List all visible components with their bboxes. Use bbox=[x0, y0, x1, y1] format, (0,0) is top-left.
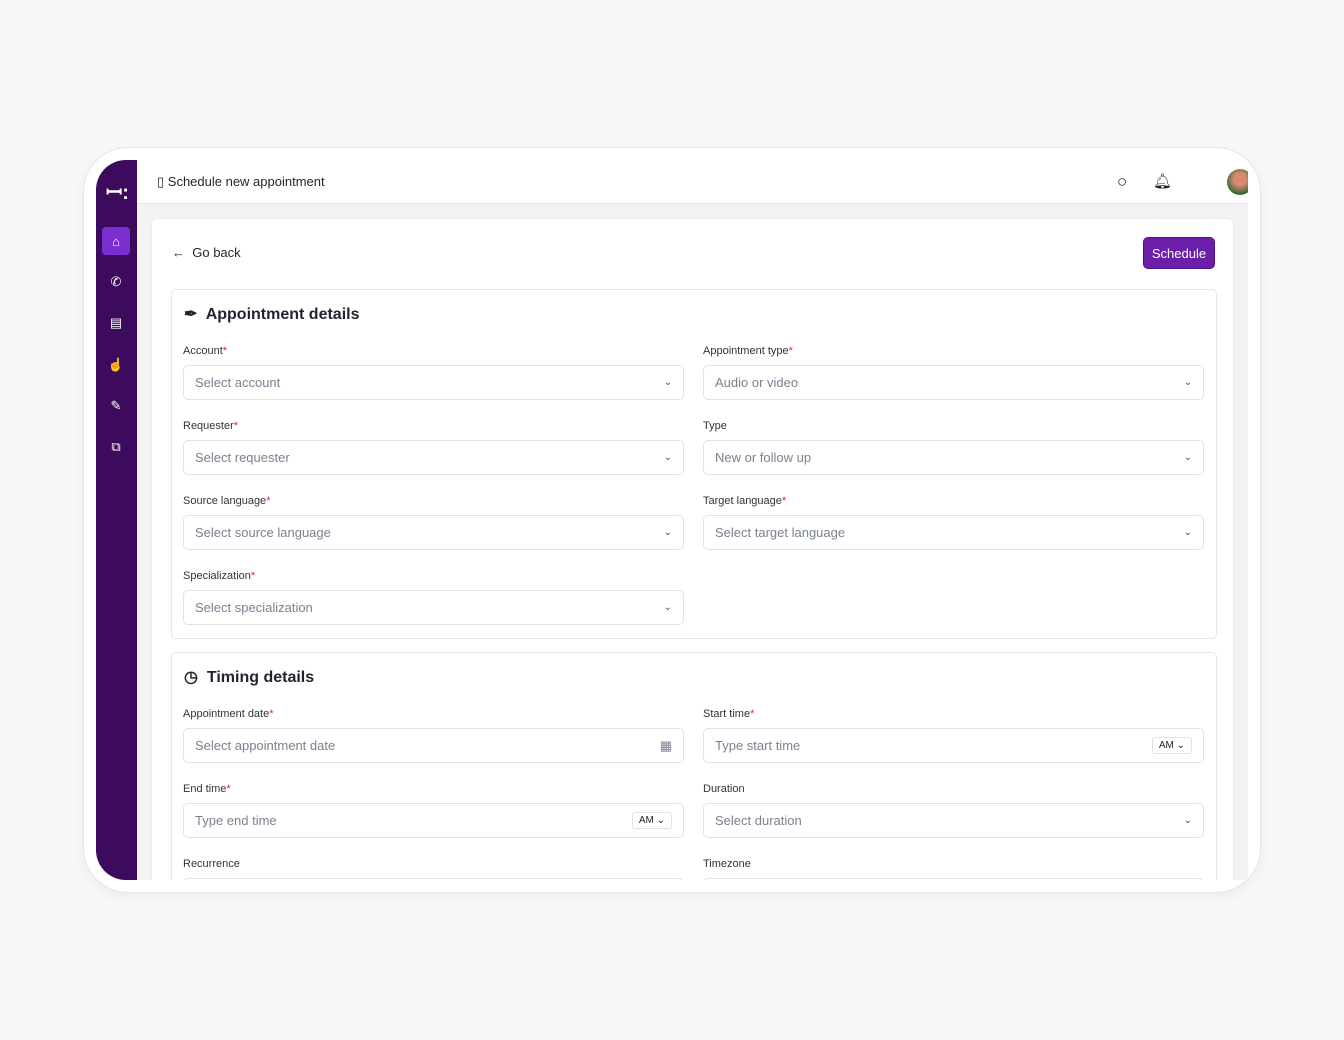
avatar[interactable] bbox=[1227, 169, 1248, 195]
document-icon[interactable]: ▤ bbox=[109, 315, 123, 330]
field-label: Source language* bbox=[183, 495, 271, 507]
field-input[interactable]: Audio or video ⌄ bbox=[703, 365, 1204, 400]
field-label: Duration bbox=[703, 783, 745, 795]
section-title: ◷ Timing details bbox=[184, 669, 315, 686]
field-input[interactable]: Select source language ⌄ bbox=[183, 515, 684, 550]
field-input[interactable]: Select requester ⌄ bbox=[183, 440, 684, 475]
field-input[interactable]: Select target language ⌄ bbox=[703, 515, 1204, 550]
field-label: Start time* bbox=[703, 708, 755, 720]
field-label: Appointment type* bbox=[703, 345, 793, 357]
pen-icon: ✒ bbox=[184, 306, 198, 323]
form-field: Appointment date* Select appointment date… bbox=[183, 708, 684, 763]
field-input[interactable]: Type end time AM ⌄ bbox=[183, 803, 684, 838]
search-icon[interactable]: ○ bbox=[1117, 172, 1128, 191]
chevron-down-icon: ⌄ bbox=[663, 527, 672, 538]
field-label: Requester* bbox=[183, 420, 239, 432]
translate-icon[interactable]: ⧉ bbox=[111, 439, 121, 454]
form-field: Source language* Select source language ⌄ bbox=[183, 495, 684, 550]
field-input[interactable]: New or follow up ⌄ bbox=[703, 440, 1204, 475]
field-label: Timezone bbox=[703, 858, 751, 870]
form-field: Timezone ⌄ bbox=[703, 858, 1204, 880]
form-field: Account* Select account ⌄ bbox=[183, 345, 684, 400]
chevron-down-icon: ⌄ bbox=[663, 452, 672, 463]
bell-icon[interactable]: 🔔︎ bbox=[1153, 173, 1173, 190]
top-bar: ▯ Schedule new appointment ○ 🔔︎ ⌄ bbox=[137, 160, 1248, 204]
field-input[interactable]: Select account ⌄ bbox=[183, 365, 684, 400]
form-field: End time* Type end time AM ⌄ bbox=[183, 783, 684, 838]
form-field: Duration Select duration ⌄ bbox=[703, 783, 1204, 838]
clipboard-edit-icon[interactable]: ✎ bbox=[110, 398, 122, 413]
timing-details-section: ◷ Timing details Appointment date* Select… bbox=[171, 652, 1217, 880]
clock-icon: ◷ bbox=[184, 669, 198, 686]
ampm-select[interactable]: AM ⌄ bbox=[1151, 737, 1192, 754]
schedule-button[interactable]: Schedule bbox=[1143, 237, 1215, 269]
field-label: Specialization* bbox=[183, 570, 256, 582]
hand-user-icon[interactable]: ☝ bbox=[107, 357, 125, 372]
form-field: Target language* Select target language ⌄ bbox=[703, 495, 1204, 550]
chevron-down-icon: ⌄ bbox=[663, 602, 672, 613]
field-label: Appointment date* bbox=[183, 708, 274, 720]
calendar-icon: ▦ bbox=[659, 737, 672, 753]
section-title: ✒ Appointment details bbox=[184, 306, 360, 323]
chevron-down-icon: ⌄ bbox=[663, 377, 672, 388]
chevron-down-icon: ⌄ bbox=[1183, 452, 1192, 463]
field-label: End time* bbox=[183, 783, 231, 795]
field-label: Target language* bbox=[703, 495, 787, 507]
chevron-down-icon: ⌄ bbox=[1183, 377, 1192, 388]
clipboard-icon: ▯ bbox=[157, 174, 165, 189]
form-field: Recurrence ⌄ bbox=[183, 858, 684, 880]
field-input[interactable]: Type start time AM ⌄ bbox=[703, 728, 1204, 763]
app-screen: ꟷ: ⌂ ✆ ▤ ☝ ✎ ⧉ ▯ Schedule new appointmen… bbox=[96, 160, 1248, 880]
field-label: Recurrence bbox=[183, 858, 240, 870]
logo: ꟷ: bbox=[106, 182, 129, 204]
form-field: Type New or follow up ⌄ bbox=[703, 420, 1204, 475]
field-label: Type bbox=[703, 420, 727, 432]
field-input[interactable]: Select appointment date ▦ bbox=[183, 728, 684, 763]
page-title: ▯ Schedule new appointment bbox=[157, 174, 325, 189]
form-field: Start time* Type start time AM ⌄ bbox=[703, 708, 1204, 763]
ampm-select[interactable]: AM ⌄ bbox=[631, 812, 672, 829]
field-input[interactable]: ⌄ bbox=[703, 878, 1204, 880]
field-input[interactable]: ⌄ bbox=[183, 878, 684, 880]
field-input[interactable]: Select specialization ⌄ bbox=[183, 590, 684, 625]
home-icon[interactable]: ⌂ bbox=[102, 227, 130, 255]
field-label: Account* bbox=[183, 345, 228, 357]
chevron-down-icon: ⌄ bbox=[1183, 527, 1192, 538]
form-field: Requester* Select requester ⌄ bbox=[183, 420, 684, 475]
form-card: ← Go back Schedule ✒ Appointment details… bbox=[151, 218, 1234, 880]
appointment-details-section: ✒ Appointment details Account* Select acc… bbox=[171, 289, 1217, 639]
phone-icon[interactable]: ✆ bbox=[110, 274, 122, 289]
field-input[interactable]: Select duration ⌄ bbox=[703, 803, 1204, 838]
chevron-down-icon: ⌄ bbox=[1183, 815, 1192, 826]
go-back-link[interactable]: ← Go back bbox=[172, 245, 241, 260]
sidebar: ꟷ: ⌂ ✆ ▤ ☝ ✎ ⧉ bbox=[96, 160, 137, 880]
arrow-left-icon: ← bbox=[172, 245, 185, 260]
form-field: Specialization* Select specialization ⌄ bbox=[183, 570, 684, 625]
form-field: Appointment type* Audio or video ⌄ bbox=[703, 345, 1204, 400]
